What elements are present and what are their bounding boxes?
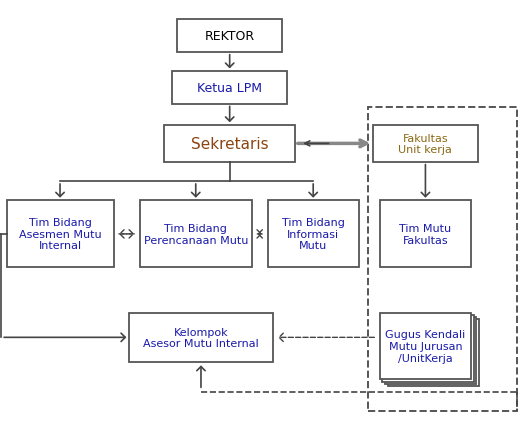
- Bar: [267, 201, 359, 267]
- Text: Tim Bidang
Perencanaan Mutu: Tim Bidang Perencanaan Mutu: [144, 224, 248, 245]
- Bar: [177, 21, 282, 53]
- Text: Kelompok
Asesor Mutu Internal: Kelompok Asesor Mutu Internal: [143, 327, 259, 348]
- Bar: [373, 126, 478, 163]
- Text: Tim Bidang
Informasi
Mutu: Tim Bidang Informasi Mutu: [282, 218, 345, 251]
- Text: Tim Bidang
Asesmen Mutu
Internal: Tim Bidang Asesmen Mutu Internal: [19, 218, 101, 251]
- Bar: [368, 108, 517, 411]
- Text: Ketua LPM: Ketua LPM: [197, 82, 262, 95]
- Bar: [385, 317, 476, 384]
- Bar: [172, 72, 287, 104]
- Text: Fakultas
Unit kerja: Fakultas Unit kerja: [398, 133, 453, 155]
- Bar: [379, 313, 471, 380]
- Text: REKTOR: REKTOR: [205, 30, 255, 43]
- Bar: [164, 126, 295, 163]
- Bar: [7, 201, 113, 267]
- Bar: [388, 320, 479, 386]
- Bar: [379, 201, 471, 267]
- Text: Gugus Kendali
Mutu Jurusan
/UnitKerja: Gugus Kendali Mutu Jurusan /UnitKerja: [385, 329, 466, 363]
- Text: Tim Mutu
Fakultas: Tim Mutu Fakultas: [399, 224, 452, 245]
- Bar: [129, 313, 272, 362]
- Text: Sekretaris: Sekretaris: [191, 137, 268, 151]
- Bar: [140, 201, 252, 267]
- Bar: [382, 315, 473, 382]
